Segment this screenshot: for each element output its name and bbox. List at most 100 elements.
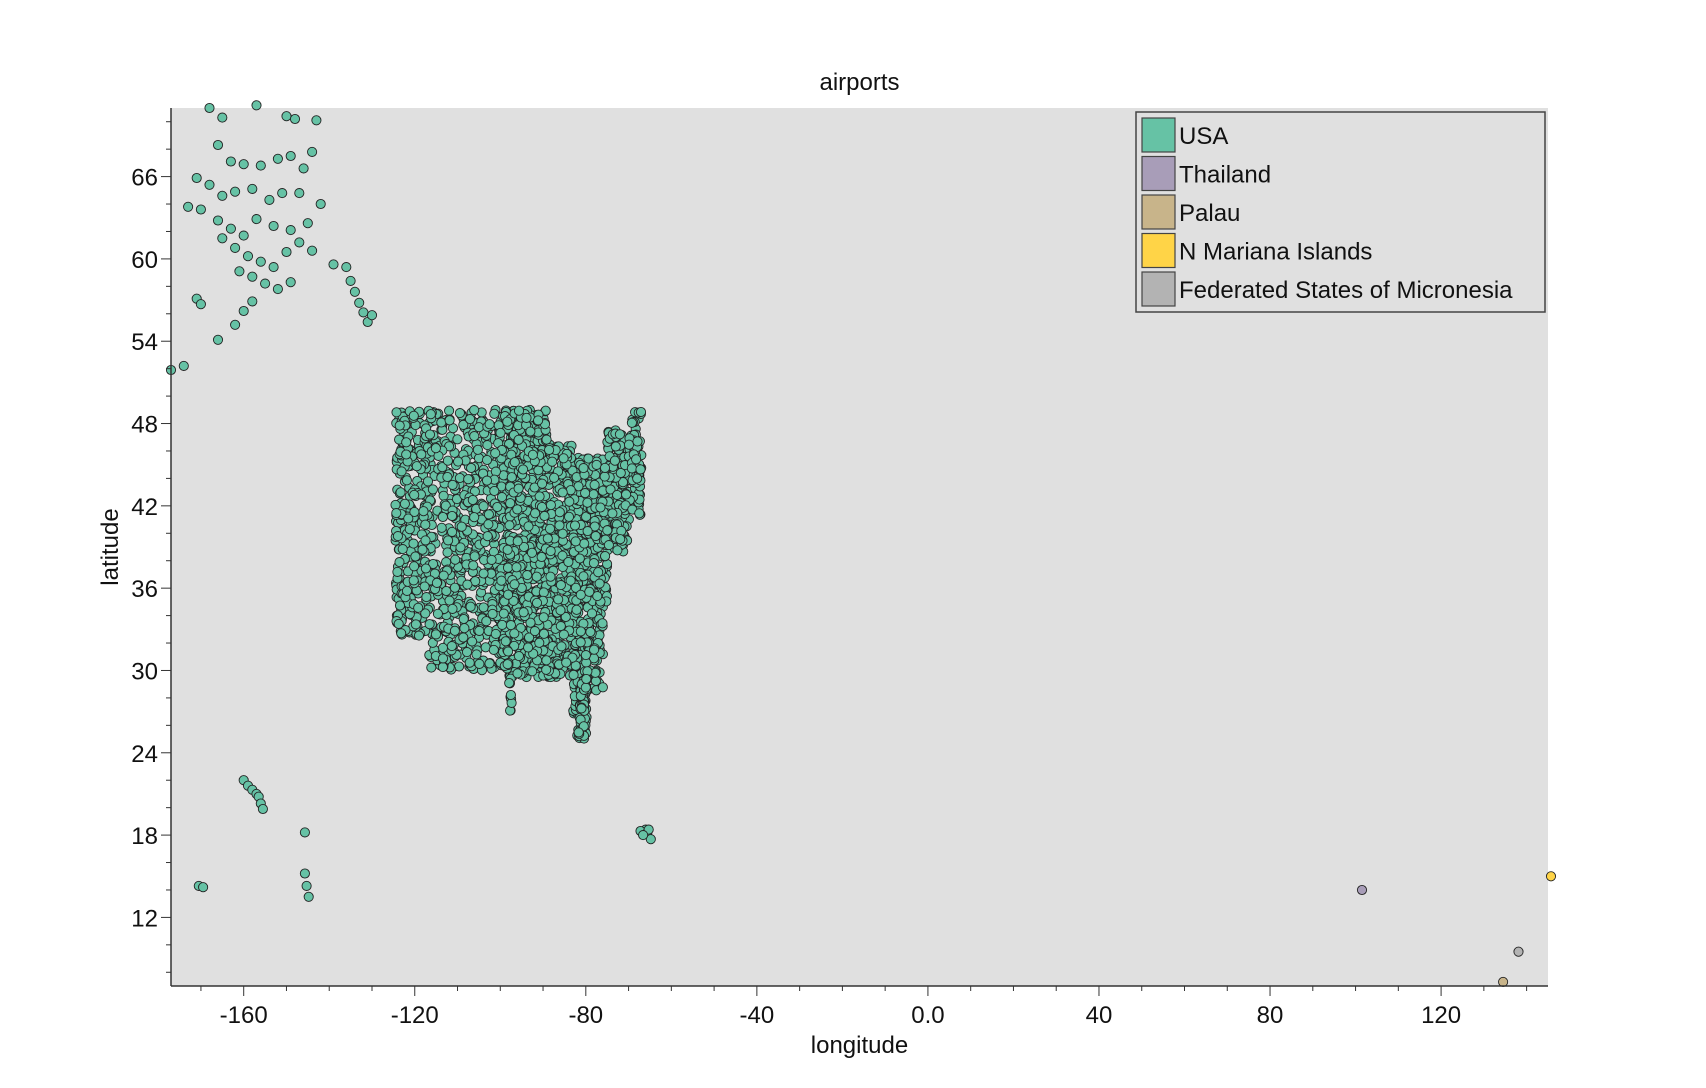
data-point-usa [583, 453, 594, 464]
data-point-usa [616, 525, 627, 536]
data-point-usa [354, 297, 365, 308]
data-point-usa [599, 462, 611, 473]
data-point-usa [623, 439, 635, 450]
data-point-usa [437, 662, 448, 673]
data-point-usa [574, 553, 585, 564]
data-point-usa [512, 668, 523, 679]
data-point-usa [518, 464, 529, 475]
data-point-usa [469, 405, 480, 416]
data-point-usa [366, 310, 378, 321]
data-point-usa [474, 625, 485, 636]
data-point-usa [466, 462, 477, 474]
data-point-usa [634, 508, 645, 519]
data-point-usa [481, 454, 493, 466]
data-point-usa [454, 408, 465, 419]
data-point-usa [242, 251, 254, 262]
y-tick-label: 24 [131, 741, 158, 768]
data-point-usa [303, 891, 314, 902]
data-point-usa [578, 463, 589, 474]
data-point-usa [487, 608, 498, 619]
data-point-usa [497, 619, 508, 630]
data-point-usa [217, 112, 228, 123]
data-point-usa [490, 466, 501, 477]
legend-swatch [1141, 194, 1176, 230]
data-point-usa [513, 405, 525, 416]
data-point-usa [564, 496, 575, 507]
data-point-usa [285, 150, 296, 162]
data-point-usa [555, 605, 566, 616]
data-point-usa [247, 271, 258, 282]
data-point-usa [513, 483, 524, 494]
data-point-usa [537, 478, 548, 489]
data-point-usa [571, 604, 582, 615]
data-point-usa [530, 508, 541, 519]
data-point-usa [446, 641, 457, 652]
data-point-usa [251, 100, 262, 111]
data-point-usa [554, 507, 565, 518]
data-point-usa [500, 636, 511, 647]
data-point-usa [255, 160, 266, 171]
data-point-usa [260, 278, 271, 289]
data-point-usa [396, 466, 407, 477]
x-tick-label: 120 [1421, 1002, 1461, 1029]
legend-box [1135, 111, 1546, 313]
data-point-usa [225, 156, 236, 167]
data-point-usa [408, 410, 419, 421]
data-point-thailand [1356, 884, 1368, 896]
data-point-usa [421, 592, 432, 603]
data-point-usa [419, 581, 430, 592]
data-point-usa [437, 511, 448, 523]
data-point-usa [299, 868, 310, 879]
data-point-usa [602, 525, 613, 536]
data-point-usa [506, 472, 517, 483]
data-point-usa [230, 319, 241, 330]
data-point-usa [399, 498, 410, 509]
data-point-usa [509, 457, 520, 468]
data-point-usa [427, 484, 438, 495]
data-point-usa [518, 541, 530, 553]
data-point-usa [496, 575, 507, 586]
data-point-usa [594, 578, 605, 589]
axes [161, 108, 1548, 996]
data-point-usa [482, 440, 493, 451]
data-point-usa [561, 657, 572, 668]
x-tick-label: 40 [1086, 1002, 1113, 1029]
data-point-usa [452, 434, 463, 445]
data-point-usa [612, 545, 623, 556]
data-point-usa [539, 510, 550, 522]
data-point-usa [472, 444, 483, 455]
data-point-usa [454, 472, 465, 484]
data-point-usa [504, 677, 515, 689]
data-point-usa [307, 245, 318, 256]
data-point-usa [450, 554, 461, 565]
data-point-usa [605, 484, 616, 495]
data-point-usa [458, 419, 469, 430]
data-point-usa [436, 417, 447, 428]
data-point-usa [191, 172, 202, 184]
data-point-usa [536, 551, 547, 563]
data-point-usa [621, 489, 632, 500]
data-point-usa [560, 611, 571, 623]
data-point-usa [555, 580, 566, 591]
data-point-usa [553, 594, 564, 605]
data-point-usa [525, 617, 536, 628]
data-point-usa [418, 506, 429, 517]
data-point-usa [410, 619, 421, 630]
data-point-usa [576, 703, 587, 714]
data-point-usa [195, 204, 206, 215]
data-point-usa [413, 630, 425, 641]
legend-label: Palau [1179, 200, 1240, 227]
data-point-usa [447, 479, 458, 490]
data-point-usa [595, 502, 606, 513]
data-point-usa [422, 476, 434, 487]
data-point-usa [425, 409, 436, 420]
data-point-usa [509, 579, 520, 590]
data-point-usa [301, 880, 312, 891]
data-point-usa [586, 608, 598, 619]
data-point-palau [1498, 976, 1509, 987]
data-point-usa [522, 570, 533, 581]
data-point-usa [573, 727, 584, 738]
data-point-usa [547, 456, 558, 467]
data-point-usa [392, 566, 403, 577]
data-point-usa [531, 597, 543, 608]
